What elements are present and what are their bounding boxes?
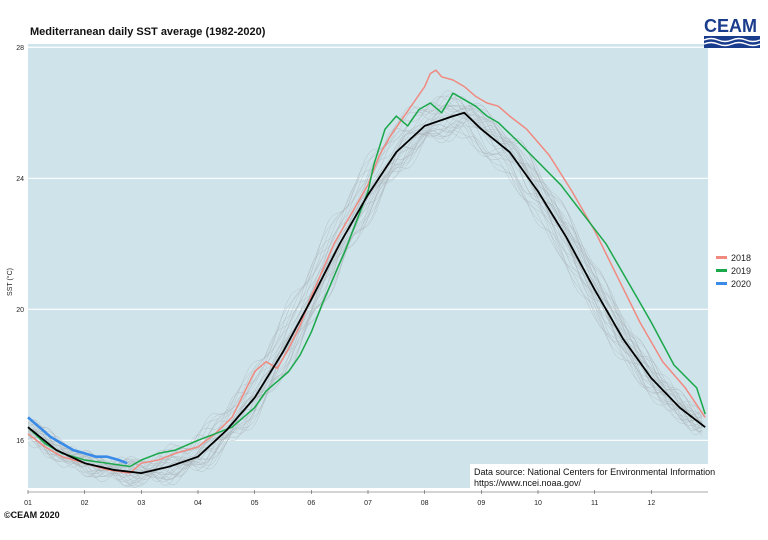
x-tick-label-10: 10: [534, 500, 542, 507]
source-box: [470, 464, 710, 490]
historical-line: [27, 110, 703, 481]
logo-text: CEAM: [704, 16, 757, 36]
historical-line: [27, 111, 703, 479]
historical-line: [27, 117, 703, 488]
x-tick-label-03: 03: [137, 500, 145, 507]
historical-line: [27, 98, 703, 473]
y-tick-label-16: 16: [16, 438, 24, 445]
y-tick-label-20: 20: [16, 307, 24, 314]
series-line-mean: [27, 111, 706, 474]
historical-line: [27, 95, 703, 470]
historical-line: [27, 124, 703, 487]
chart-title: Mediterranean daily SST average (1982-20…: [30, 26, 266, 38]
x-tick-label-02: 02: [81, 500, 89, 507]
historical-line: [27, 122, 703, 484]
historical-line: [27, 114, 703, 484]
legend-label-2020: 2020: [731, 279, 751, 289]
historical-line: [27, 125, 703, 487]
x-tick-labels: 01 02 03 04 05 06 07 08 09 10 11 12: [24, 490, 708, 507]
legend: 2018 2019 2020: [716, 253, 751, 289]
x-tick-label-07: 07: [364, 500, 372, 507]
x-tick-label-06: 06: [307, 500, 315, 507]
y-tick-label-28: 28: [16, 45, 24, 52]
x-tick-label-08: 08: [421, 500, 429, 507]
series-lines: [27, 69, 706, 474]
historical-line: [27, 117, 703, 488]
historical-line: [27, 96, 703, 472]
legend-label-2019: 2019: [731, 266, 751, 276]
y-tick-labels: 16 20 24 28: [16, 45, 24, 445]
x-tick-label-01: 01: [24, 500, 32, 507]
copyright-text: ©CEAM 2020: [4, 510, 60, 520]
x-tick-label-09: 09: [477, 500, 485, 507]
legend-swatch-2020: [716, 282, 727, 285]
historical-line: [27, 90, 703, 474]
y-axis-label: SST (°C): [6, 268, 14, 296]
data-source-line2: https://www.ncei.noaa.gov/: [474, 478, 582, 488]
historical-line: [27, 111, 703, 482]
legend-swatch-2018: [716, 256, 727, 259]
legend-swatch-2019: [716, 269, 727, 272]
x-tick-label-12: 12: [647, 500, 655, 507]
logo-wave-1: [703, 37, 761, 43]
historical-line: [27, 115, 703, 480]
data-source-line1: Data source: National Centers for Enviro…: [474, 467, 715, 477]
series-line-2020: [27, 416, 128, 465]
legend-label-2018: 2018: [731, 253, 751, 263]
y-tick-label-24: 24: [16, 176, 24, 183]
historical-line: [27, 113, 703, 479]
plot-area: [28, 44, 708, 496]
x-tick-label-04: 04: [194, 500, 202, 507]
x-tick-label-05: 05: [251, 500, 259, 507]
ceam-logo: CEAM: [703, 16, 761, 48]
logo-wave-2: [703, 41, 761, 47]
x-tick-label-11: 11: [591, 500, 598, 507]
series-line-2018: [27, 69, 706, 474]
logo-wave-block: [704, 36, 760, 48]
